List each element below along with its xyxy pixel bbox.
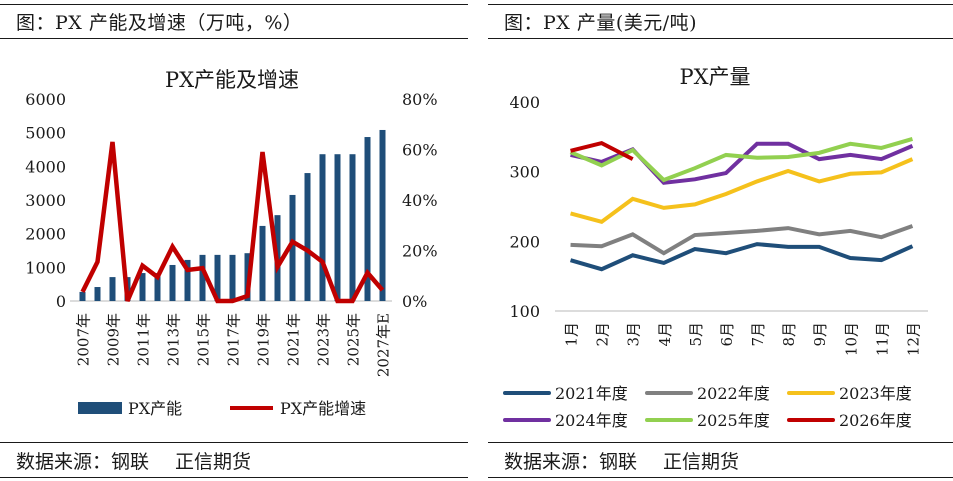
legend-label: 2026年度 [839,411,912,430]
legend-label: 2024年度 [555,411,628,430]
bottom-rule [0,477,468,478]
bar-2012年 [154,273,161,301]
bar-2021年 [289,194,296,301]
bottom-rule [488,477,953,478]
capacity-chart: PX产能及增速 0 1000 2000 3000 4000 5000 6000 0% 20% 40%… [25,68,438,418]
series-line-2025年度 [569,137,914,183]
bar-2019年 [259,225,266,301]
source-label: 数据来源：钢联 [504,451,638,473]
y2-tick-label: 20% [402,242,438,261]
series-line-2022年度 [570,224,914,256]
y2-tick-label: 80% [402,90,438,109]
bar-2027年E [379,129,386,301]
x-tick-label: 1月 [563,322,581,347]
y2-tick-label: 0% [402,292,427,311]
x-tick-label: 2011年 [135,313,153,366]
legend-label-capacity: PX产能 [128,399,182,418]
chart-title: PX产能及增速 [165,68,299,92]
x-tick-label: 2027年E [375,313,393,377]
bar-2025年 [349,154,356,301]
bar-2022年 [304,173,311,301]
title-rule [0,38,468,39]
source-top-rule [0,442,468,443]
y-tick-label: 1000 [25,258,66,277]
source-org: 正信期货 [663,451,740,473]
x-tick-label: 2015年 [195,313,213,366]
x-tick-label: 7月 [749,322,767,347]
bar-2017年 [229,254,236,301]
x-tick-label: 2月 [594,322,612,347]
bar-2023年 [319,154,326,301]
x-tick-label: 2021年 [285,313,303,366]
y-tick-label: 3000 [25,191,66,210]
x-tick-label: 11月 [873,322,891,356]
x-tick-label: 2007年 [75,313,93,366]
legend-label: 2025年度 [697,411,770,430]
legend-swatch-capacity [78,402,122,414]
x-tick-label: 2023年 [315,313,333,366]
y-tick-label: 2000 [25,225,66,244]
x-tick-label: 10月 [842,322,860,356]
y-tick-label: 100 [509,302,540,321]
figure-title: 图：PX 产能及增速（万吨，%） [16,12,303,34]
bar-2008年 [94,287,101,301]
x-tick-label: 2025年 [345,313,363,366]
y-tick-label: 200 [509,232,540,251]
title-rule [488,38,953,39]
bar-2016年 [214,254,221,301]
legend-label-growth: PX产能增速 [280,399,366,418]
x-tick-label: 2019年 [255,313,273,366]
series-line-2021年度 [569,242,914,272]
source-org: 正信期货 [175,451,252,473]
x-tick-label: 5月 [687,322,705,347]
legend-label: 2023年度 [839,384,912,403]
series-line-2026年度 [570,140,634,161]
growth-line [80,141,385,304]
series-line-2024年度 [570,141,914,185]
series-line-2023年度 [570,157,914,225]
bar-2024年 [334,154,341,301]
x-tick-label: 2013年 [165,313,183,366]
source-top-rule [488,442,953,443]
x-tick-label: 6月 [718,322,736,347]
output-panel: 图：PX 产量(美元/吨) PX产量 100 200 300 400 1月 2月 3月 4月 5月… [488,0,953,481]
y-tick-label: 300 [509,163,540,182]
y2-tick-label: 40% [402,191,438,210]
chart-title: PX产量 [679,65,750,89]
x-tick-label: 4月 [656,322,674,347]
source-label: 数据来源：钢联 [16,451,150,473]
x-tick-label: 9月 [811,322,829,347]
bar-2026年 [364,137,371,301]
top-rule [488,4,953,5]
bar-2007年 [79,291,86,301]
y-tick-label: 400 [509,93,540,112]
bar-2009年 [109,277,116,301]
x-tick-label: 3月 [625,322,643,347]
source-note: 数据来源：钢联 正信期货 [16,447,251,474]
bar-2014年 [184,259,191,301]
x-tick-label: 2009年 [105,313,123,366]
output-chart: PX产量 100 200 300 400 1月 2月 3月 4月 5月 6月 7月 8月 9月 10月 11月… [503,65,928,430]
y2-tick-label: 60% [402,141,438,160]
capacity-panel: 图：PX 产能及增速（万吨，%） PX产能及增速 0 1000 2000 3000 400… [0,0,468,481]
bar-2013年 [169,264,176,301]
legend-label: 2021年度 [555,384,628,403]
x-tick-label: 12月 [904,322,922,356]
bar-2015年 [199,254,206,301]
x-tick-label: 8月 [780,322,798,347]
source-note: 数据来源：钢联 正信期货 [504,447,739,474]
x-tick-label: 2017年 [225,313,243,366]
legend-label: 2022年度 [697,384,770,403]
y-tick-label: 0 [56,292,66,311]
y-tick-label: 4000 [25,157,66,176]
y-tick-label: 6000 [25,90,66,109]
bar-2011年 [139,273,146,301]
y-tick-label: 5000 [25,124,66,143]
figure-title: 图：PX 产量(美元/吨) [504,12,698,34]
top-rule [0,4,468,5]
